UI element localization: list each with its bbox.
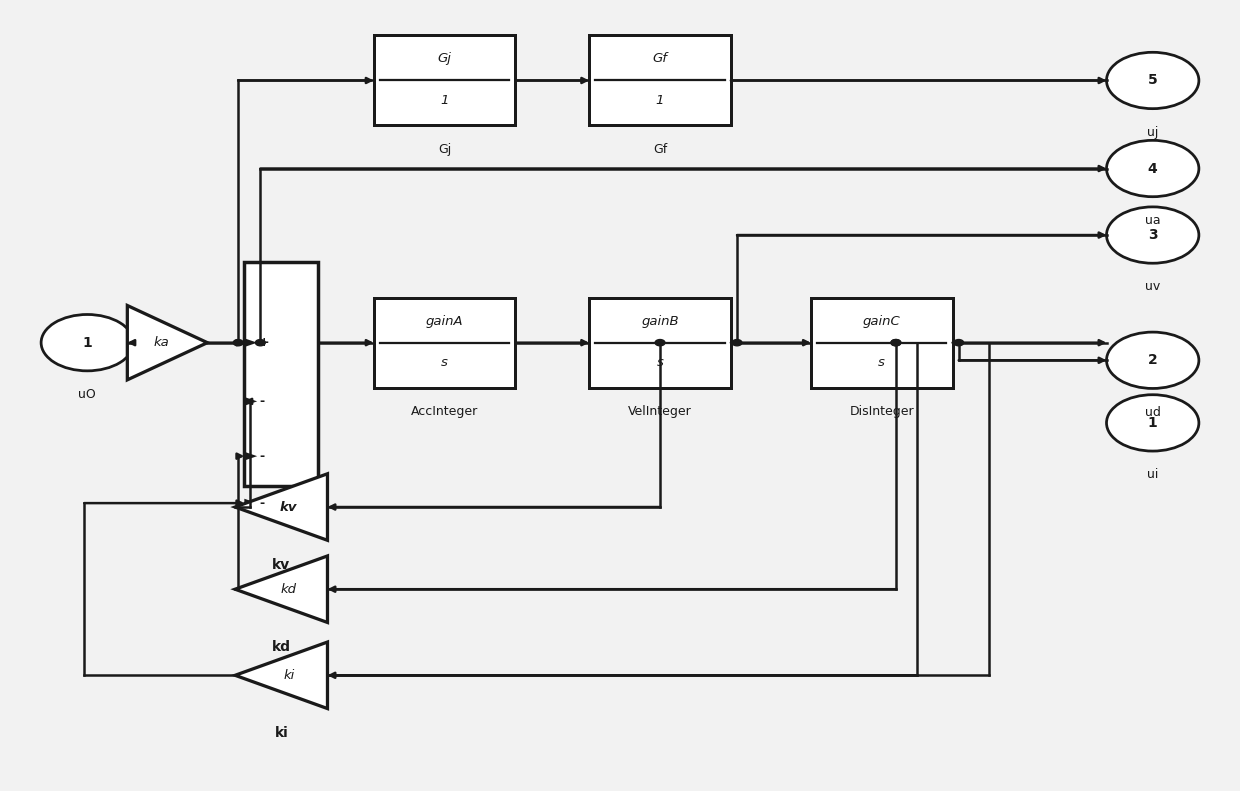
Text: ud: ud — [1145, 406, 1161, 418]
Text: 3: 3 — [1148, 228, 1157, 242]
Polygon shape — [244, 452, 257, 460]
Text: -: - — [259, 449, 264, 463]
Text: uv: uv — [1145, 281, 1161, 293]
Circle shape — [954, 339, 963, 346]
Text: VelInteger: VelInteger — [629, 405, 692, 418]
Bar — [811, 297, 952, 388]
Polygon shape — [244, 397, 257, 406]
Circle shape — [892, 339, 900, 346]
Polygon shape — [236, 642, 327, 709]
Text: uO: uO — [78, 388, 97, 401]
Text: ki: ki — [274, 726, 288, 740]
Ellipse shape — [1106, 52, 1199, 108]
Polygon shape — [128, 305, 207, 380]
Text: AccInteger: AccInteger — [410, 405, 479, 418]
Text: uj: uj — [1147, 126, 1158, 139]
Polygon shape — [244, 339, 257, 347]
Polygon shape — [244, 499, 257, 508]
Polygon shape — [236, 474, 327, 540]
Text: Gf: Gf — [652, 52, 667, 66]
Text: 2: 2 — [1148, 354, 1158, 367]
Text: s: s — [441, 356, 448, 369]
Text: gainB: gainB — [641, 315, 678, 327]
Text: -: - — [259, 395, 264, 408]
Text: 5: 5 — [1148, 74, 1158, 88]
Text: gainC: gainC — [863, 315, 900, 327]
Bar — [373, 36, 516, 126]
Bar — [589, 297, 730, 388]
Text: gainA: gainA — [425, 315, 464, 327]
Circle shape — [655, 339, 665, 346]
Circle shape — [892, 339, 900, 346]
Text: s: s — [878, 356, 885, 369]
Text: Gj: Gj — [438, 52, 451, 66]
Text: 1: 1 — [1148, 416, 1158, 430]
Text: -: - — [259, 497, 264, 509]
Polygon shape — [236, 556, 327, 623]
Text: Gf: Gf — [653, 142, 667, 156]
Bar — [244, 263, 319, 486]
Text: ua: ua — [1145, 214, 1161, 227]
Text: 1: 1 — [440, 94, 449, 107]
Ellipse shape — [1106, 140, 1199, 197]
Bar — [589, 36, 730, 126]
Text: Gj: Gj — [438, 142, 451, 156]
Text: ka: ka — [153, 336, 169, 349]
Text: kv: kv — [273, 558, 290, 572]
Ellipse shape — [1106, 207, 1199, 263]
Ellipse shape — [1106, 332, 1199, 388]
Text: ui: ui — [1147, 468, 1158, 481]
Text: ki: ki — [283, 669, 294, 682]
Text: kd: kd — [272, 640, 291, 653]
Circle shape — [732, 339, 742, 346]
Ellipse shape — [41, 315, 134, 371]
Text: 1: 1 — [656, 94, 665, 107]
Text: 1: 1 — [82, 335, 92, 350]
Ellipse shape — [1106, 395, 1199, 451]
Circle shape — [233, 339, 243, 346]
Bar — [373, 297, 516, 388]
Text: kv: kv — [280, 501, 298, 513]
Text: kd: kd — [280, 583, 296, 596]
Circle shape — [255, 339, 265, 346]
Text: s: s — [657, 356, 663, 369]
Text: +: + — [259, 336, 270, 349]
Text: 4: 4 — [1148, 161, 1158, 176]
Text: DisInteger: DisInteger — [849, 405, 914, 418]
